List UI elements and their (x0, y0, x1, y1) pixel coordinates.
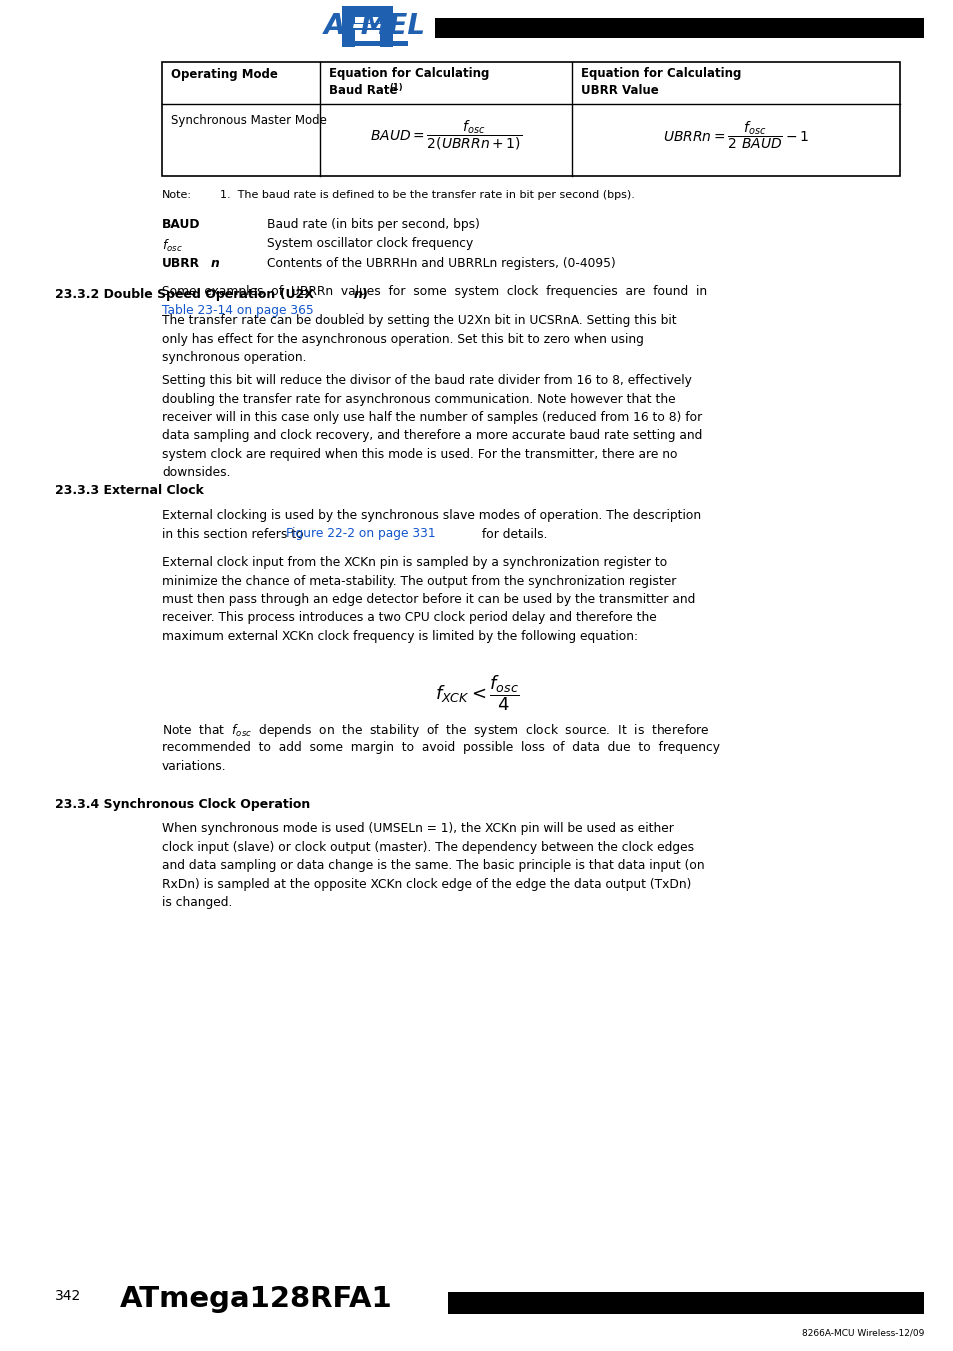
Text: External clock input from the XCKn pin is sampled by a synchronization register : External clock input from the XCKn pin i… (162, 557, 695, 643)
Text: UBRR Value: UBRR Value (580, 84, 659, 97)
Text: ATMEL: ATMEL (324, 12, 426, 41)
Text: variations.: variations. (162, 761, 227, 773)
Text: (1): (1) (389, 82, 402, 92)
Text: 23.3.2 Double Speed Operation (U2X: 23.3.2 Double Speed Operation (U2X (55, 288, 314, 301)
Text: recommended  to  add  some  margin  to  avoid  possible  loss  of  data  due  to: recommended to add some margin to avoid … (162, 740, 720, 754)
Text: ATmega128RFA1: ATmega128RFA1 (120, 1285, 393, 1313)
Bar (379, 18, 393, 47)
Text: Contents of the UBRRHn and UBRRLn registers, (0-4095): Contents of the UBRRHn and UBRRLn regist… (267, 257, 615, 270)
Text: Some  examples  of  UBRRn  values  for  some  system  clock  frequencies  are  f: Some examples of UBRRn values for some s… (162, 285, 706, 297)
Bar (162, 62, 899, 176)
Text: When synchronous mode is used (UMSELn = 1), the XCKn pin will be used as either
: When synchronous mode is used (UMSELn = … (162, 821, 704, 909)
Text: Setting this bit will reduce the divisor of the baud rate divider from 16 to 8, : Setting this bit will reduce the divisor… (162, 374, 701, 480)
Text: Baud Rate: Baud Rate (329, 84, 397, 97)
Text: Equation for Calculating: Equation for Calculating (329, 68, 489, 80)
Text: External clocking is used by the synchronous slave modes of operation. The descr: External clocking is used by the synchro… (162, 509, 700, 521)
Text: Synchronous Master Mode: Synchronous Master Mode (171, 113, 327, 127)
Bar (353, 24, 381, 28)
Text: Note:: Note: (162, 190, 192, 200)
Text: $\mathit{UBRRn}=\dfrac{\mathit{f}_{osc}}{2\ \mathit{BAUD}}-1$: $\mathit{UBRRn}=\dfrac{\mathit{f}_{osc}}… (662, 119, 808, 151)
Bar (341, 5, 393, 18)
Text: n: n (211, 257, 219, 270)
Text: Baud rate (in bits per second, bps): Baud rate (in bits per second, bps) (267, 218, 479, 231)
Text: n: n (354, 288, 362, 301)
Text: The transfer rate can be doubled by setting the U2Xn bit in UCSRnA. Setting this: The transfer rate can be doubled by sett… (162, 313, 676, 363)
Text: ): ) (361, 288, 368, 301)
Bar (341, 41, 408, 46)
Text: Table 23-14 on page 365: Table 23-14 on page 365 (162, 304, 314, 317)
Text: BAUD: BAUD (162, 218, 200, 231)
Bar (435, 18, 923, 38)
Text: Equation for Calculating: Equation for Calculating (580, 68, 740, 80)
Text: Note  that  $\mathit{f}_{osc}$  depends  on  the  stability  of  the  system  cl: Note that $\mathit{f}_{osc}$ depends on … (162, 721, 709, 739)
Bar (349, 23, 386, 30)
Bar (341, 18, 355, 47)
Bar (448, 1292, 923, 1315)
Text: 8266A-MCU Wireless-12/09: 8266A-MCU Wireless-12/09 (801, 1328, 923, 1337)
Text: $\mathit{f}_{XCK}<\dfrac{\mathit{f}_{osc}}{4}$: $\mathit{f}_{XCK}<\dfrac{\mathit{f}_{osc… (435, 673, 518, 712)
Text: UBRR: UBRR (162, 257, 200, 270)
Text: 23.3.4 Synchronous Clock Operation: 23.3.4 Synchronous Clock Operation (55, 798, 310, 811)
Text: 23.3.3 External Clock: 23.3.3 External Clock (55, 484, 204, 497)
Text: 342: 342 (55, 1289, 81, 1302)
Text: $\mathit{f}_{osc}$: $\mathit{f}_{osc}$ (162, 238, 182, 254)
Text: $\mathit{BAUD}=\dfrac{\mathit{f}_{osc}}{2(\mathit{UBRRn}+1)}$: $\mathit{BAUD}=\dfrac{\mathit{f}_{osc}}{… (370, 118, 521, 151)
Text: Figure 22-2 on page 331: Figure 22-2 on page 331 (285, 527, 435, 540)
Text: 1.  The baud rate is defined to be the transfer rate in bit per second (bps).: 1. The baud rate is defined to be the tr… (220, 190, 634, 200)
Text: .: . (355, 304, 358, 317)
Text: System oscillator clock frequency: System oscillator clock frequency (267, 238, 473, 250)
Text: in this section refers to: in this section refers to (162, 527, 307, 540)
Text: Operating Mode: Operating Mode (171, 68, 277, 81)
Text: for details.: for details. (478, 527, 547, 540)
